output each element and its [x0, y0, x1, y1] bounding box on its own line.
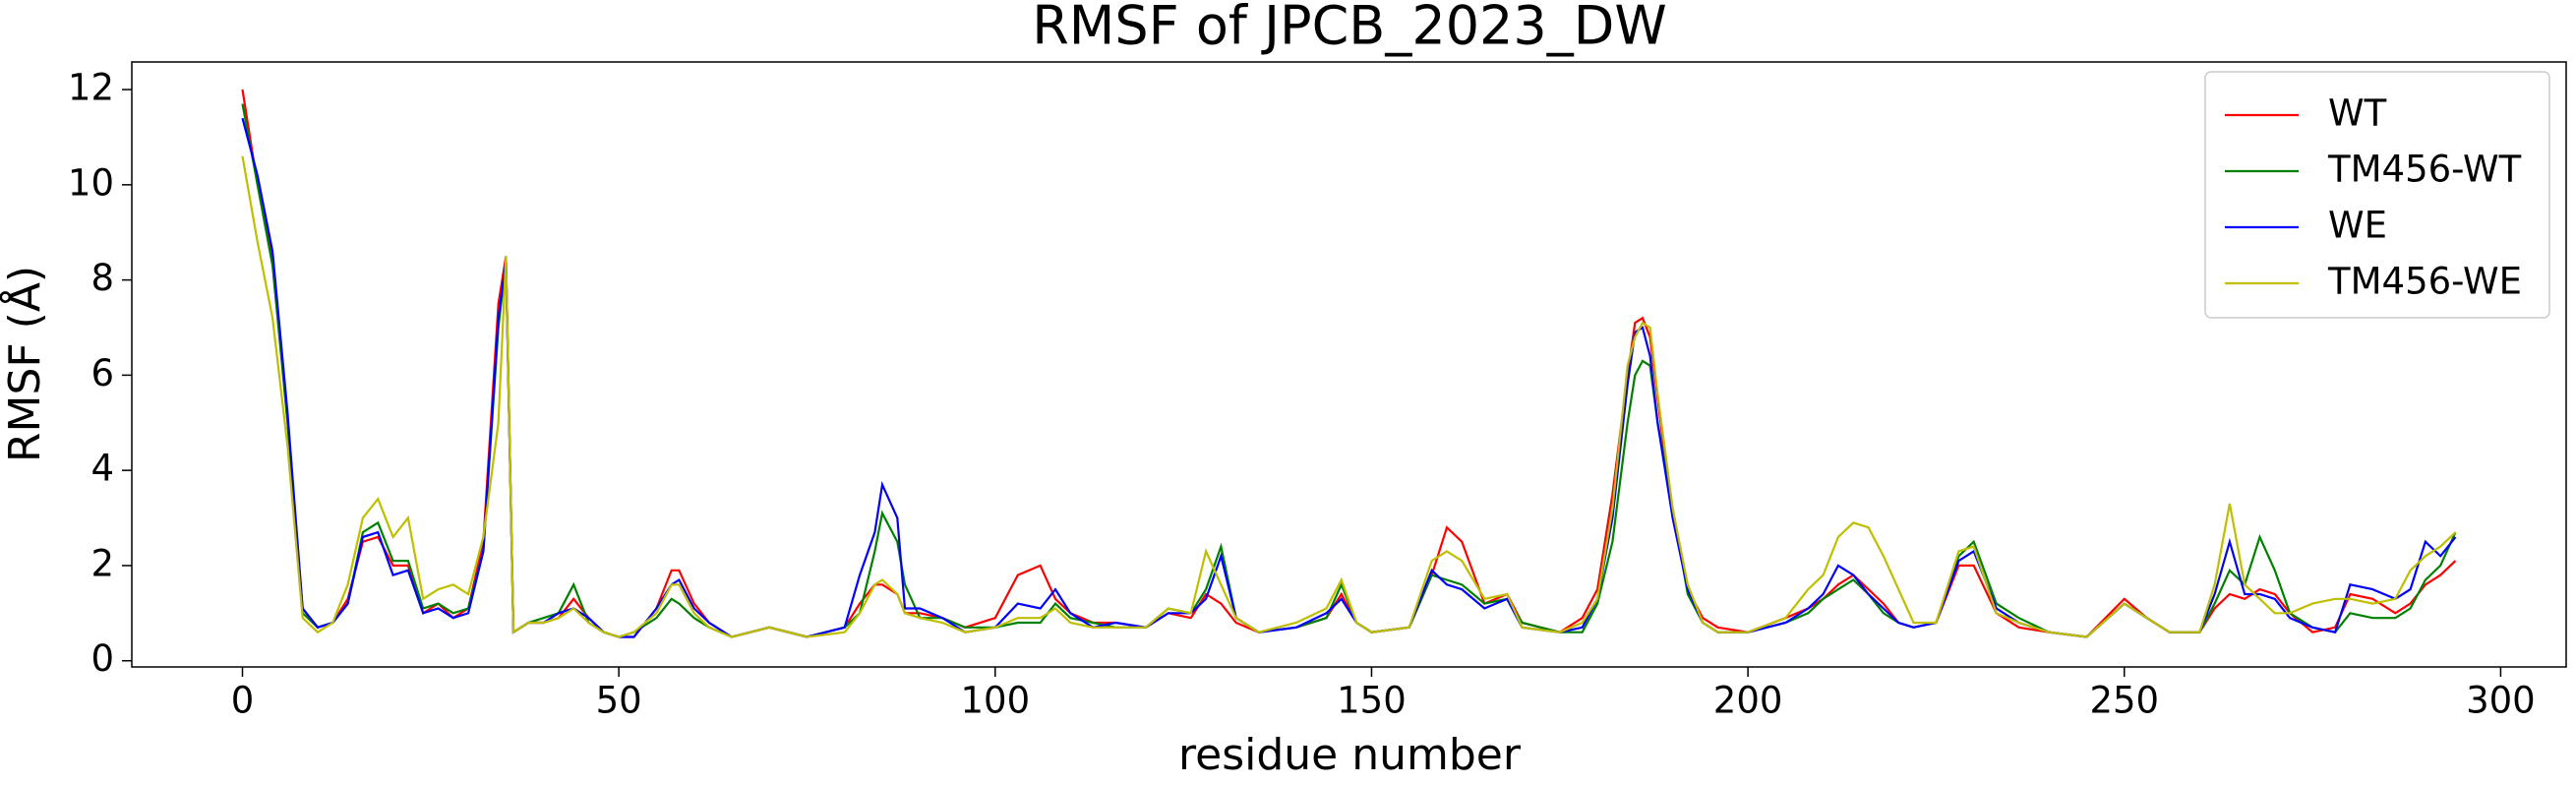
y-tick-label: 8 [90, 257, 114, 299]
y-tick-label: 6 [90, 352, 114, 394]
legend-label: WT [2328, 92, 2387, 135]
x-tick-label: 300 [2466, 680, 2536, 722]
legend-label: WE [2328, 205, 2387, 247]
x-tick-label: 200 [1713, 680, 1783, 722]
x-tick-label: 100 [960, 680, 1030, 722]
y-tick-label: 12 [68, 67, 114, 109]
y-tick-label: 0 [90, 637, 114, 680]
series-line [241, 117, 2457, 638]
series-line [241, 155, 2457, 638]
plot-frame [131, 61, 2567, 668]
legend-label: TM456-WE [2327, 261, 2522, 303]
x-tick-label: 150 [1337, 680, 1407, 722]
legend-label: TM456-WT [2327, 149, 2522, 191]
chart-title: RMSF of JPCB_2023_DW [1032, 0, 1666, 57]
x-tick-label: 50 [596, 680, 642, 722]
x-tick-label: 0 [231, 680, 255, 722]
x-tick-label: 250 [2089, 680, 2159, 722]
y-axis-label: RMSF (Å) [0, 266, 50, 462]
series-line [241, 103, 2457, 638]
legend-box [2204, 71, 2550, 319]
x-axis-label: residue number [1178, 730, 1522, 780]
y-tick-label: 4 [90, 448, 114, 490]
series-line [241, 89, 2457, 638]
y-tick-label: 2 [90, 542, 114, 584]
y-tick-label: 10 [68, 161, 114, 204]
